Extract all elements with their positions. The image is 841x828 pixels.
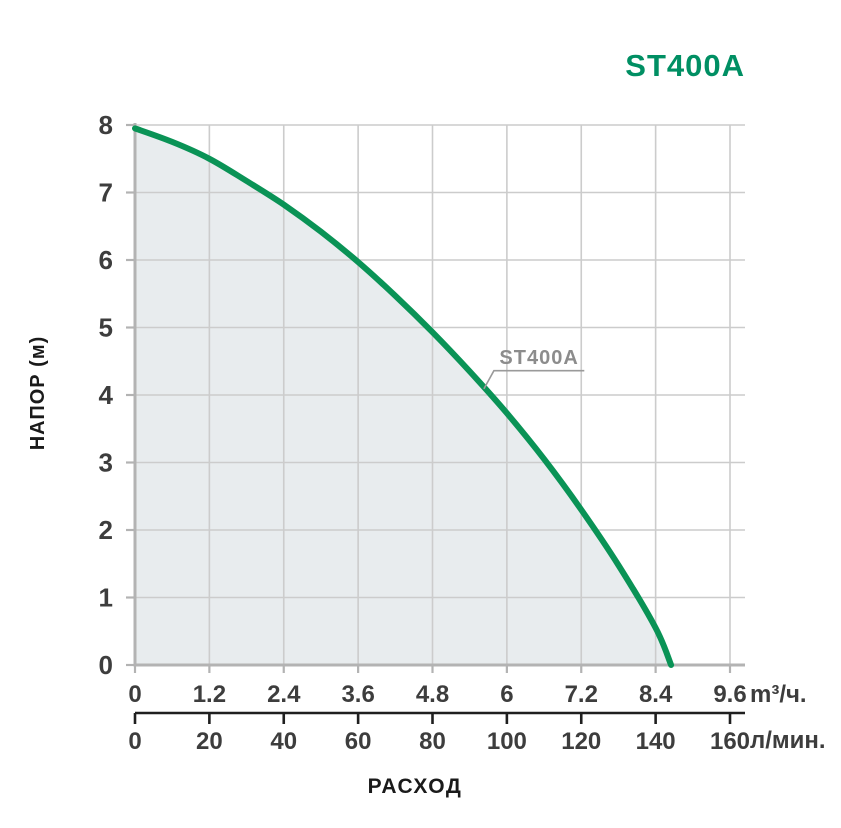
x-axis-secondary: [133, 711, 745, 724]
y-axis-title: НАПОР (м): [27, 336, 49, 451]
y-axis-tick-labels: 0 1 2 3 4 5 6 7 8: [99, 110, 114, 680]
x-axis-secondary-tick-labels: 0 20 40 60 80 100 120 140 160: [128, 728, 750, 755]
x-primary-tick-label: 3.6: [341, 681, 374, 708]
x-primary-tick-label: 9.6: [713, 681, 746, 708]
x-primary-tick-label: 0: [128, 681, 141, 708]
y-tick-label: 4: [99, 380, 114, 410]
x-primary-tick-label: 4.8: [416, 681, 449, 708]
x-secondary-tick-label: 140: [636, 728, 676, 755]
x-primary-tick-label: 6: [500, 681, 513, 708]
x-primary-tick-label: 1.2: [193, 681, 226, 708]
x-secondary-tick-label: 0: [128, 728, 141, 755]
annotation-leader-line: [483, 369, 585, 390]
x-axis-secondary-unit: л/мин.: [750, 727, 826, 754]
x-axis-title: РАСХОД: [368, 775, 463, 798]
y-tick-label: 6: [99, 245, 113, 275]
x-secondary-tick-label: 160: [710, 728, 750, 755]
x-secondary-tick-label: 120: [561, 728, 601, 755]
y-tick-label: 0: [99, 650, 113, 680]
chart-title: ST400A: [625, 48, 745, 83]
x-axis-primary-unit: m³/ч.: [750, 681, 807, 708]
y-tick-label: 7: [99, 178, 113, 208]
curve-annotation: ST400A: [483, 347, 585, 390]
curve-area-fill: [135, 128, 672, 665]
y-tick-label: 3: [99, 448, 113, 478]
pump-curve: [132, 125, 675, 668]
plot-axes: [126, 123, 745, 673]
y-tick-label: 1: [99, 583, 113, 613]
x-primary-tick-label: 7.2: [565, 681, 598, 708]
x-primary-tick-label: 8.4: [639, 681, 673, 708]
x-secondary-tick-label: 40: [270, 728, 297, 755]
x-secondary-tick-label: 20: [196, 728, 223, 755]
annotation-label: ST400A: [499, 347, 578, 369]
y-tick-label: 8: [99, 110, 113, 140]
x-primary-tick-label: 2.4: [267, 681, 301, 708]
x-axis-primary-tick-labels: 0 1.2 2.4 3.6 4.8 6 7.2 8.4 9.6: [128, 681, 746, 708]
x-secondary-tick-label: 60: [345, 728, 372, 755]
y-tick-label: 5: [99, 313, 113, 343]
x-secondary-tick-label: 100: [487, 728, 527, 755]
y-tick-label: 2: [99, 515, 113, 545]
x-secondary-tick-label: 80: [419, 728, 446, 755]
